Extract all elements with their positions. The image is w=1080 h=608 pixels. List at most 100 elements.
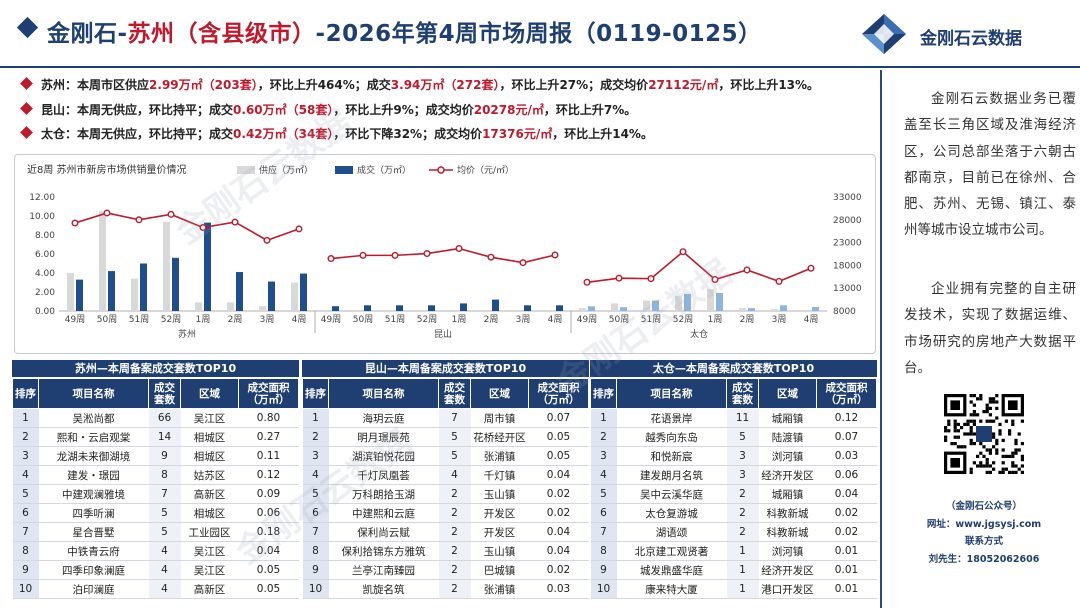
table-cell: 0.01 — [816, 560, 877, 580]
table-cell: 5 — [148, 503, 181, 523]
summary-value: 17376元/㎡ — [482, 127, 553, 141]
table-cell: 0.05 — [238, 560, 299, 580]
table-cell: 0.09 — [238, 484, 299, 504]
deal-bar — [300, 273, 307, 311]
price-point — [615, 274, 623, 282]
supply-bar — [739, 308, 746, 311]
table-cell: 8 — [148, 465, 181, 485]
summary-value: 2.99万㎡（203套） — [149, 78, 258, 92]
summary-city: 苏州： — [41, 78, 78, 92]
y-right-tick-label: 18000 — [833, 261, 862, 271]
x-tick-label: 2周 — [228, 314, 243, 325]
table-cell: 巴城镇 — [470, 560, 529, 580]
group-label: 昆山 — [434, 329, 452, 340]
table-cell: 陆渡镇 — [758, 427, 817, 447]
website-text[interactable]: 网址：www.jgsysj.com — [926, 518, 1042, 530]
table-row: 7 湖语颂 2 科教新城 0.02 — [590, 522, 877, 542]
table-row: 6 四季听澜 5 相城区 0.06 — [12, 503, 299, 523]
table-cell: 工业园区 — [180, 522, 239, 542]
deal-bar — [236, 272, 243, 311]
table-cell: 中建观澜雅境 — [38, 484, 149, 504]
table-header: 成交套数 — [726, 378, 759, 409]
table-cell: 四季印象澜庭 — [38, 560, 149, 580]
table-cell: 北京建工观贤著 — [616, 541, 727, 561]
table-header: 成交套数 — [438, 378, 471, 409]
table-cell: 14 — [148, 427, 181, 447]
summary-value: 0.60万㎡（58套） — [233, 102, 334, 117]
summary-text: ，环比上升14%。 — [552, 127, 653, 141]
table-cell: 0.05 — [528, 427, 589, 447]
table-cell: 2 — [302, 427, 329, 447]
price-point — [391, 251, 399, 259]
x-tick-label: 4周 — [292, 314, 307, 325]
contact-block: （金刚石公众号） 网址：www.jgsysj.com 联系方式 刘先生：1805… — [898, 498, 1070, 568]
table-cell: 玉山镇 — [470, 484, 529, 504]
summary-value: 27112元/㎡ — [648, 78, 719, 92]
x-tick-label: 4周 — [804, 314, 819, 325]
table-header: 项目名称 — [38, 378, 149, 409]
supply-bar — [675, 295, 682, 311]
price-point — [455, 245, 463, 253]
price-point — [679, 248, 687, 256]
table-row: 10 泊印澜庭 4 高新区 0.05 — [12, 579, 299, 599]
table-cell: 0.11 — [238, 446, 299, 466]
table-cell: 熙和・云启观棠 — [38, 427, 149, 447]
table-cell: 明月璟辰苑 — [328, 427, 439, 447]
table-cell: 科教新城 — [758, 522, 817, 542]
table-cell: 高新区 — [180, 484, 239, 504]
company-intro: 金刚石云数据业务已覆盖至长三角区域及淮海经济区，公司总部坐落于六朝古都南京，目前… — [904, 91, 1076, 239]
table-row: 8 中铁青云府 4 吴江区 0.04 — [12, 541, 299, 561]
table-header: 区域 — [470, 378, 529, 409]
table-cell: 2 — [590, 427, 617, 447]
table-row: 10 凯旋名筑 2 张浦镇 0.03 — [302, 579, 589, 599]
table-row: 2 熙和・云启观棠 14 相城区 0.27 — [12, 427, 299, 447]
deal-bar — [652, 300, 659, 311]
summary-line: 昆山：本周无供应，环比持平；成交0.60万㎡（58套），环比上升9%；成交均价2… — [18, 98, 878, 123]
supply-bar — [291, 282, 298, 311]
x-tick-label: 3周 — [772, 314, 787, 325]
table-cell: 7 — [148, 484, 181, 504]
summary-text: 本周市区供应 — [77, 78, 150, 92]
table-cell: 3 — [302, 446, 329, 466]
table-cell: 0.04 — [816, 484, 877, 504]
deal-bar — [684, 293, 691, 311]
price-point — [583, 278, 591, 286]
x-tick-label: 49周 — [65, 314, 85, 325]
table-cell: 1 — [590, 408, 617, 428]
table-cell: 建发朗月名筑 — [616, 465, 727, 485]
table-cell: 2 — [438, 522, 471, 542]
x-tick-label: 1周 — [452, 314, 467, 325]
table-cell: 0.07 — [528, 408, 589, 428]
table-cell: 开发区 — [470, 503, 529, 523]
deal-bar — [428, 305, 435, 311]
table-row: 9 四季印象澜庭 4 吴江区 0.05 — [12, 560, 299, 580]
page-title: 金刚石-苏州（含县级市）-2026年第4周市场周报（0119-0125） — [47, 21, 762, 47]
summary-city: 太仓： — [41, 127, 78, 141]
table-cell: 保利尚云赋 — [328, 522, 439, 542]
deal-bar — [76, 279, 83, 311]
table-row: 4 千灯凤凰荟 4 千灯镇 0.04 — [302, 465, 589, 485]
deal-bar — [204, 222, 211, 311]
summary-value: 20278元/㎡ — [473, 102, 544, 117]
table-cell: 张浦镇 — [470, 446, 529, 466]
table-cell: 7 — [590, 522, 617, 542]
y-right-tick-label: 13000 — [833, 284, 862, 294]
contact-phone: 刘先生：18052062606 — [928, 553, 1040, 565]
group-label: 太仓 — [690, 328, 708, 340]
summary-city: 昆山： — [41, 102, 78, 117]
legend-deal-swatch — [335, 166, 353, 174]
table-cell: 四季听澜 — [38, 503, 149, 523]
table-cell: 1 — [726, 541, 759, 561]
price-point — [423, 250, 431, 258]
table-cell: 0.06 — [816, 465, 877, 485]
price-point — [743, 266, 751, 274]
supply-bar — [195, 302, 202, 311]
table-cell: 8 — [590, 541, 617, 561]
table-cell: 2 — [726, 522, 759, 542]
table-row: 3 和悦新宸 3 浏河镇 0.03 — [590, 446, 877, 466]
deal-bar — [172, 257, 179, 311]
table-cell: 0.01 — [816, 541, 877, 561]
x-tick-label: 4周 — [548, 314, 563, 325]
x-tick-label: 50周 — [353, 314, 373, 325]
